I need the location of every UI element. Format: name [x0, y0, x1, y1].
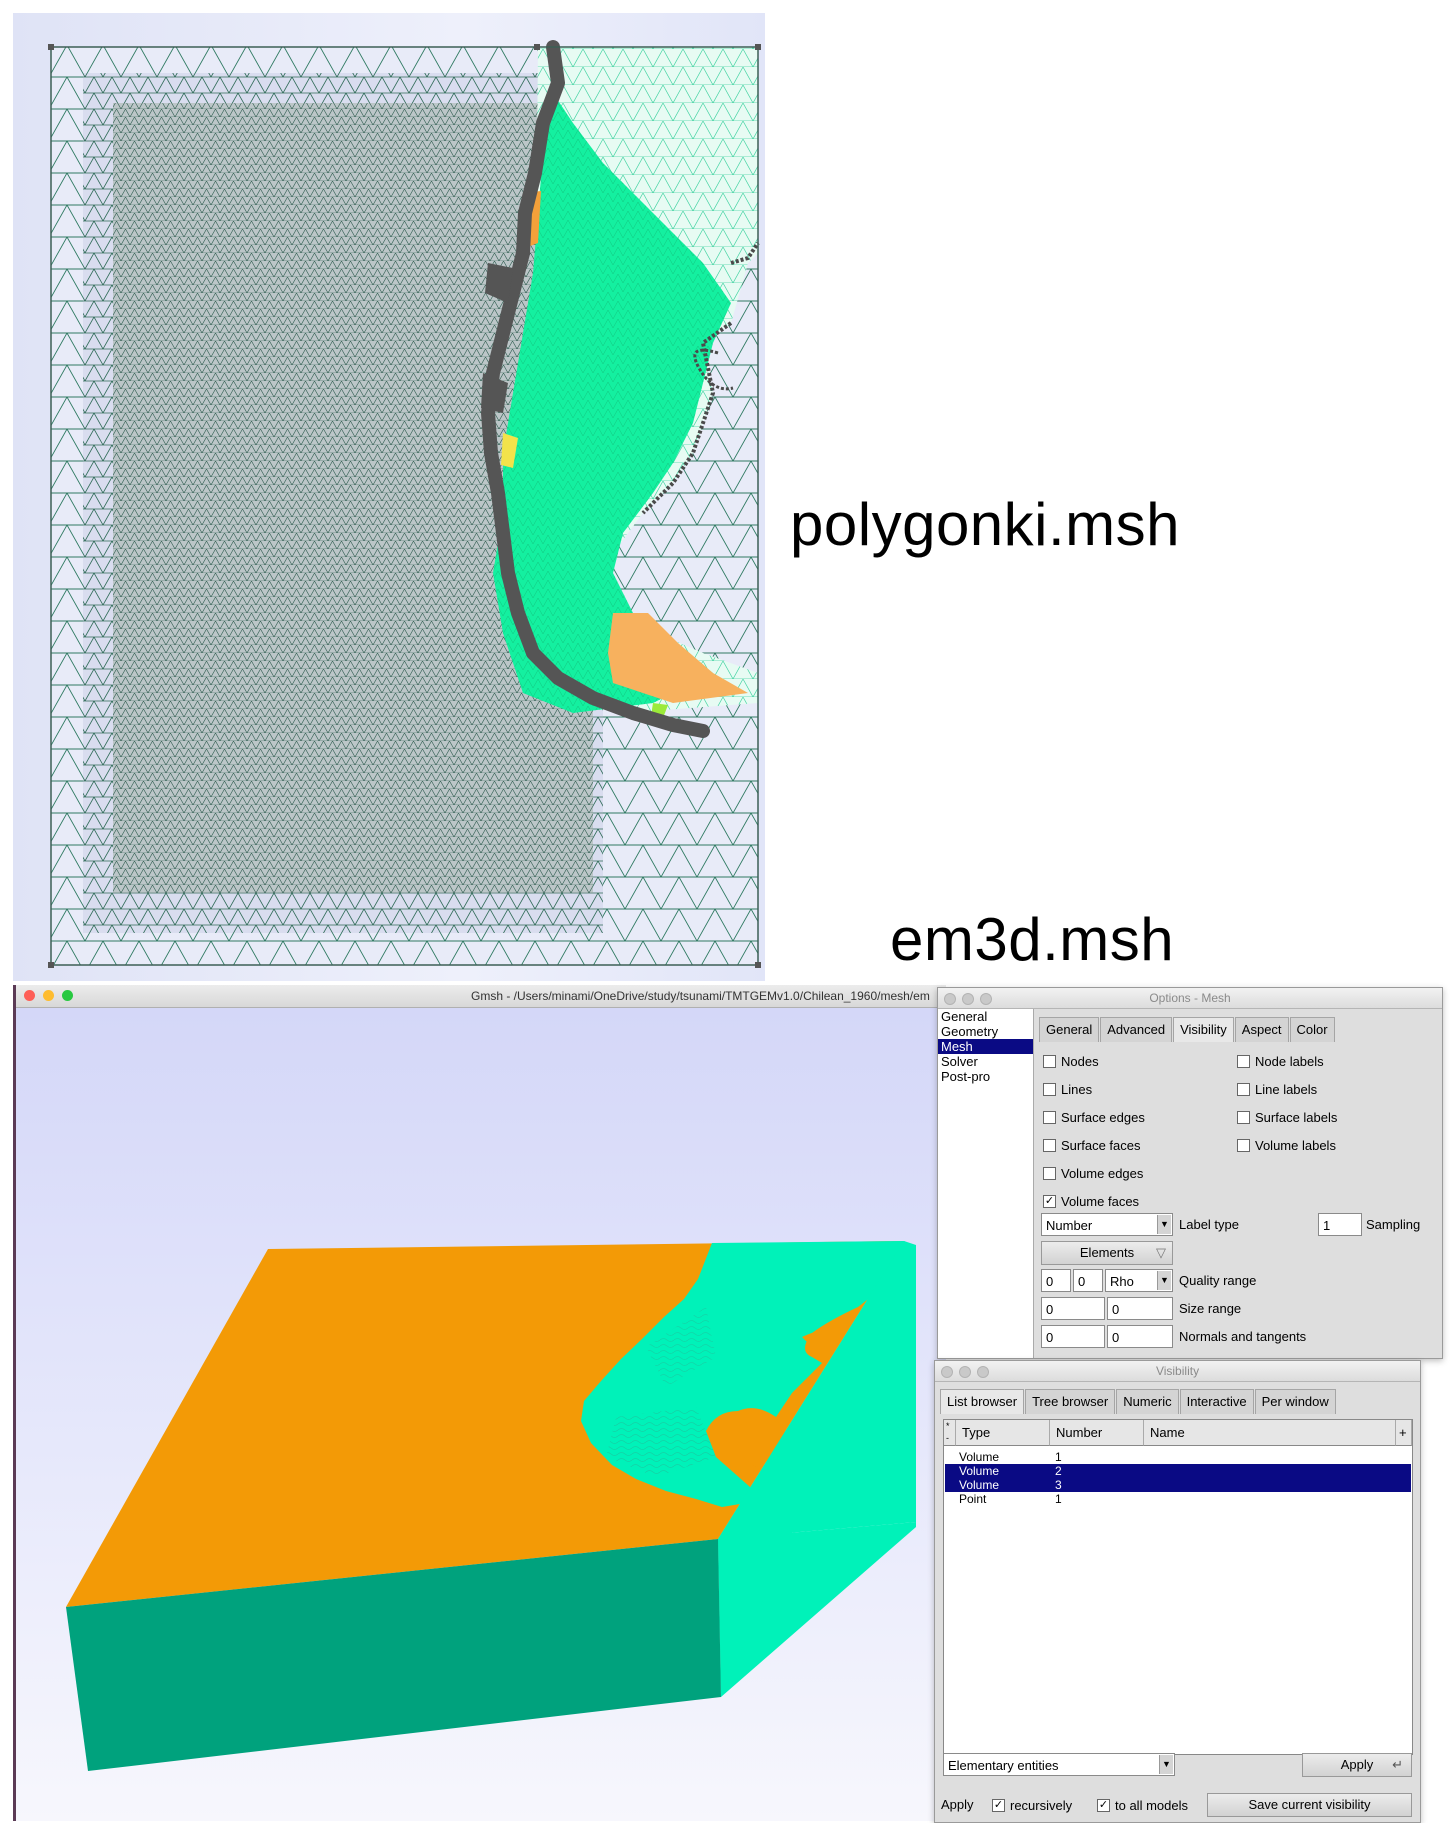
tab-advanced[interactable]: Advanced: [1100, 1017, 1173, 1042]
close-window-button[interactable]: [944, 993, 956, 1005]
sort-buttons[interactable]: * -: [944, 1420, 956, 1446]
entity-type-select[interactable]: Elementary entities ▼: [943, 1753, 1175, 1776]
volume-labels-checkbox[interactable]: Volume labels: [1237, 1136, 1336, 1154]
minimize-window-button[interactable]: [959, 1366, 971, 1378]
nodes-checkbox[interactable]: Nodes: [1043, 1052, 1099, 1070]
label-type-label: Label type: [1179, 1217, 1239, 1232]
options-category-list: General Geometry Mesh Solver Post-pro: [938, 1009, 1034, 1358]
column-type[interactable]: Type: [956, 1420, 1050, 1446]
quality-range-label: Quality range: [1179, 1273, 1257, 1288]
polygonki-mesh-view: [13, 13, 765, 981]
options-tabs: General Advanced Visibility Aspect Color: [1039, 1017, 1336, 1042]
em3d-caption: em3d.msh: [890, 906, 1175, 973]
tab-color[interactable]: Color: [1289, 1017, 1335, 1042]
label-type-select[interactable]: Number ▼: [1041, 1213, 1173, 1236]
size-range-label: Size range: [1179, 1301, 1242, 1316]
zoom-window-button[interactable]: [980, 993, 992, 1005]
volume-faces-checkbox[interactable]: ✓ Volume faces: [1043, 1193, 1140, 1209]
volume-edges-checkbox[interactable]: Volume edges: [1043, 1164, 1143, 1182]
zoom-window-button[interactable]: [62, 990, 73, 1001]
category-mesh[interactable]: Mesh: [938, 1039, 1033, 1054]
tab-interactive[interactable]: Interactive: [1179, 1389, 1254, 1414]
visibility-titlebar: Visibility: [935, 1361, 1420, 1382]
minimize-window-button[interactable]: [43, 990, 54, 1001]
gmsh-main-window: Gmsh - /Users/minami/OneDrive/study/tsun…: [13, 985, 946, 1821]
gmsh-titlebar: Gmsh - /Users/minami/OneDrive/study/tsun…: [16, 985, 946, 1008]
visibility-window: Visibility List browser Tree browser Num…: [934, 1360, 1421, 1823]
surface-edges-checkbox[interactable]: Surface edges: [1043, 1108, 1145, 1126]
save-visibility-button[interactable]: Save current visibility: [1207, 1793, 1412, 1817]
visibility-window-title: Visibility: [1155, 1364, 1200, 1378]
normals-input[interactable]: 0: [1041, 1325, 1105, 1348]
list-item[interactable]: Volume 1: [959, 1450, 1062, 1464]
apply-button[interactable]: Apply ↵: [1302, 1753, 1412, 1777]
node-labels-checkbox[interactable]: Node labels: [1237, 1052, 1324, 1070]
minimize-window-button[interactable]: [962, 993, 974, 1005]
volume-front-face: [66, 1539, 721, 1771]
tab-list-browser[interactable]: List browser: [940, 1389, 1025, 1414]
tab-numeric[interactable]: Numeric: [1116, 1389, 1179, 1414]
close-window-button[interactable]: [941, 1366, 953, 1378]
gmsh-window-title: Gmsh - /Users/minami/OneDrive/study/tsun…: [471, 989, 930, 1003]
lines-checkbox[interactable]: Lines: [1043, 1080, 1092, 1098]
quality-measure-select[interactable]: Rho ▼: [1105, 1269, 1173, 1292]
add-button[interactable]: +: [1396, 1420, 1412, 1446]
tab-aspect[interactable]: Aspect: [1234, 1017, 1289, 1042]
polygonki-caption: polygonki.msh: [790, 491, 1181, 558]
options-titlebar: Options - Mesh: [938, 988, 1442, 1009]
all-models-checkbox[interactable]: ✓ to all models: [1097, 1797, 1188, 1813]
zoom-window-button[interactable]: [977, 1366, 989, 1378]
category-geometry[interactable]: Geometry: [941, 1024, 999, 1039]
return-icon: ↵: [1392, 1757, 1403, 1772]
sampling-label: Sampling: [1366, 1217, 1421, 1232]
quality-max-input[interactable]: 0: [1073, 1269, 1103, 1292]
normals-tangents-label: Normals and tangents: [1179, 1329, 1307, 1344]
surface-labels-checkbox[interactable]: Surface labels: [1237, 1108, 1337, 1126]
sampling-input[interactable]: 1: [1318, 1213, 1362, 1236]
column-name[interactable]: Name: [1144, 1420, 1396, 1446]
surface-faces-checkbox[interactable]: Surface faces: [1043, 1136, 1141, 1154]
column-number[interactable]: Number: [1050, 1420, 1144, 1446]
category-post-pro[interactable]: Post-pro: [941, 1069, 991, 1084]
tab-tree-browser[interactable]: Tree browser: [1025, 1389, 1116, 1414]
mesh-canvas: [48, 40, 761, 968]
chevron-down-icon: ▼: [1157, 1215, 1171, 1234]
chevron-down-icon: ▼: [1159, 1755, 1173, 1774]
list-item[interactable]: Point 1: [959, 1492, 1062, 1506]
category-solver[interactable]: Solver: [941, 1054, 978, 1069]
line-labels-checkbox[interactable]: Line labels: [1237, 1080, 1317, 1098]
tangents-input[interactable]: 0: [1107, 1325, 1173, 1348]
list-item[interactable]: Volume 3: [945, 1478, 1411, 1492]
size-max-input[interactable]: 0: [1107, 1297, 1173, 1320]
tab-per-window[interactable]: Per window: [1254, 1389, 1336, 1414]
filter-icon: ▽: [1156, 1245, 1166, 1260]
close-window-button[interactable]: [24, 990, 35, 1001]
options-mesh-window: Options - Mesh General Geometry Mesh Sol…: [937, 987, 1443, 1359]
quality-min-input[interactable]: 0: [1041, 1269, 1071, 1292]
visibility-tabs: List browser Tree browser Numeric Intera…: [940, 1389, 1337, 1414]
category-general[interactable]: General: [941, 1009, 988, 1024]
elements-filter-button[interactable]: Elements ▽: [1041, 1241, 1173, 1265]
tab-general[interactable]: General: [1039, 1017, 1100, 1042]
list-item[interactable]: Volume 2: [945, 1464, 1411, 1478]
em3d-3d-view[interactable]: [16, 1007, 946, 1821]
chevron-down-icon: ▼: [1157, 1271, 1171, 1290]
entity-list: * - Type Number Name + Volume 1 Volume 2 …: [943, 1419, 1413, 1755]
options-window-title: Options - Mesh: [1149, 991, 1231, 1005]
size-min-input[interactable]: 0: [1041, 1297, 1105, 1320]
apply-label: Apply: [941, 1797, 974, 1812]
recursively-checkbox[interactable]: ✓ recursively: [992, 1797, 1073, 1813]
tab-visibility[interactable]: Visibility: [1173, 1017, 1234, 1042]
